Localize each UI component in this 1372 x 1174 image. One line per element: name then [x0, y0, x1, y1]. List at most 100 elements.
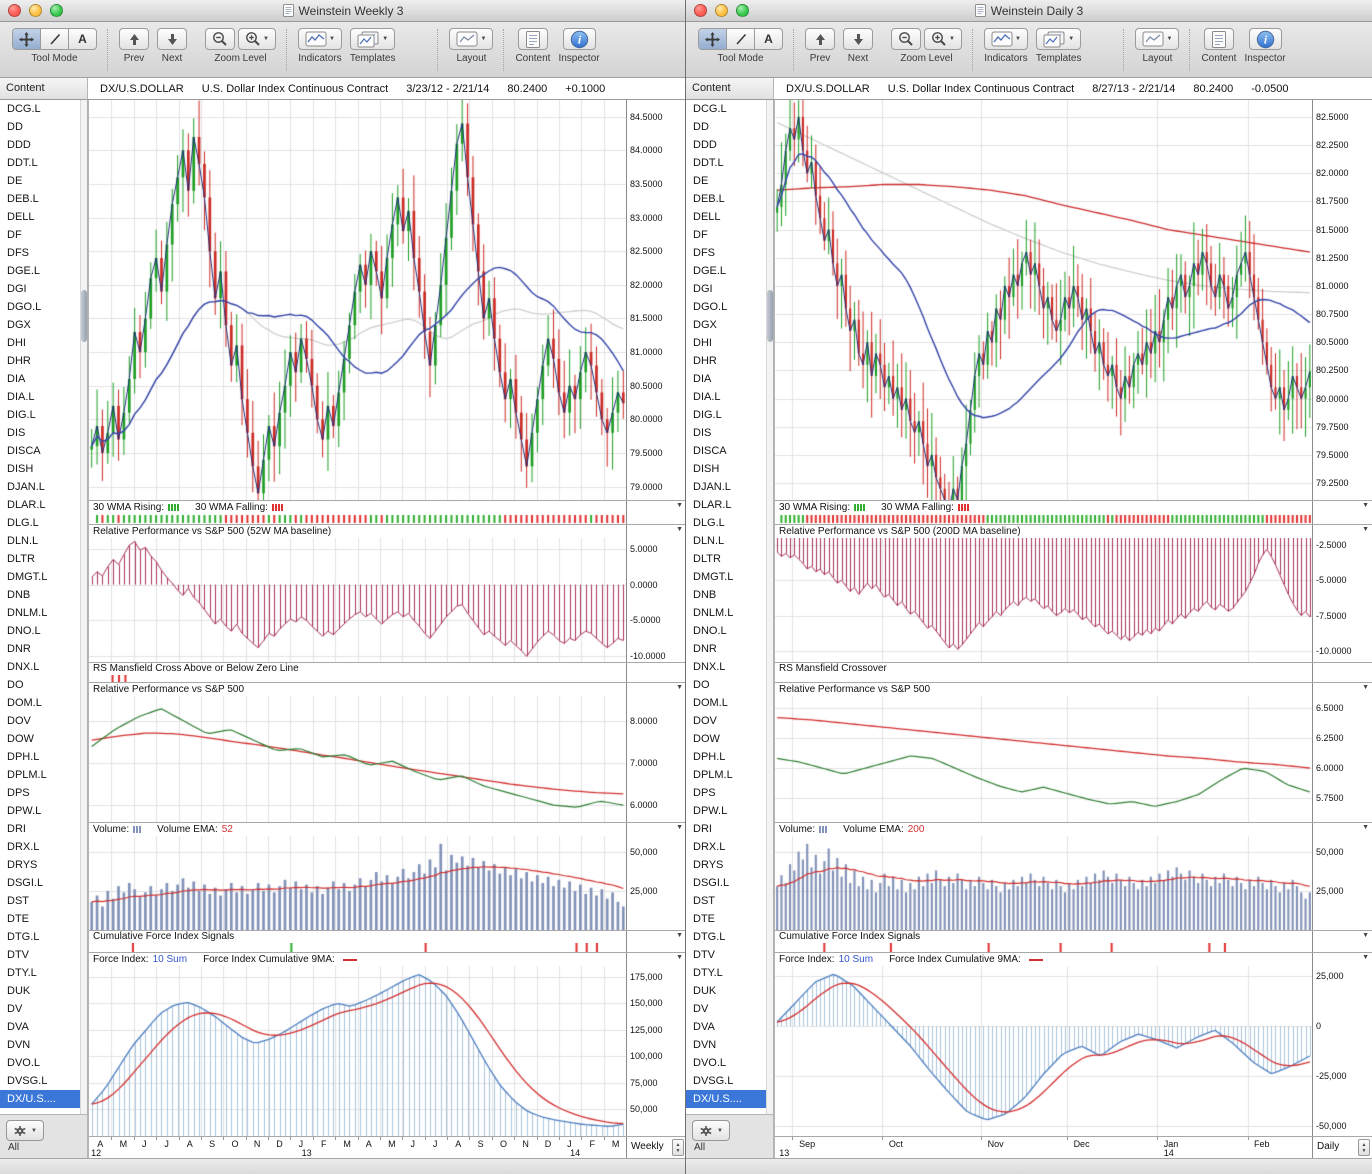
- sidebar-item[interactable]: DNX.L: [693, 661, 726, 673]
- minimize-button[interactable]: [715, 4, 728, 17]
- sidebar-item[interactable]: DIG.L: [693, 409, 722, 421]
- mansfield-ticks-canvas[interactable]: [775, 675, 1312, 682]
- sidebar-item[interactable]: DRYS: [7, 859, 38, 871]
- sidebar-item[interactable]: DUK: [7, 985, 31, 997]
- sidebar-item[interactable]: DVN: [693, 1039, 717, 1051]
- sidebar-item[interactable]: DEB.L: [7, 193, 39, 205]
- sidebar-item[interactable]: DE: [7, 175, 23, 187]
- sidebar-item[interactable]: DEB.L: [693, 193, 725, 205]
- periodicity-stepper[interactable]: ▲ ▼: [1358, 1139, 1370, 1156]
- sidebar-item[interactable]: DISH: [7, 463, 34, 475]
- horizontal-scrollbar[interactable]: [686, 1158, 1372, 1174]
- sidebar-item[interactable]: DRX.L: [693, 841, 726, 853]
- sidebar-item[interactable]: DPLM.L: [7, 769, 47, 781]
- sidebar-item[interactable]: DF: [693, 229, 708, 241]
- panel-disclosure-icon[interactable]: ▼: [1362, 684, 1369, 691]
- scrollbar-thumb[interactable]: [81, 290, 87, 342]
- zoom-out-button[interactable]: [891, 28, 921, 50]
- sidebar-item[interactable]: DX/U.S....: [686, 1090, 766, 1108]
- layout-button[interactable]: ▼: [1135, 28, 1180, 50]
- sidebar-item[interactable]: DCG.L: [7, 103, 41, 115]
- sidebar-item[interactable]: DELL: [7, 211, 35, 223]
- sidebar-item[interactable]: DE: [693, 175, 709, 187]
- next-button[interactable]: [157, 28, 187, 50]
- sidebar-item[interactable]: DLTR: [693, 553, 721, 565]
- zoom-in-button[interactable]: ▼: [924, 28, 962, 50]
- sidebar-item[interactable]: DLAR.L: [693, 499, 732, 511]
- sidebar-item[interactable]: DNLM.L: [7, 607, 48, 619]
- sidebar-item[interactable]: DST: [693, 895, 715, 907]
- mansfield-ticks-canvas[interactable]: [89, 675, 626, 682]
- sidebar-item[interactable]: DSGI.L: [693, 877, 730, 889]
- layout-button[interactable]: ▼: [449, 28, 494, 50]
- sidebar-item[interactable]: DRI: [7, 823, 26, 835]
- sidebar-item[interactable]: DIG.L: [7, 409, 36, 421]
- sidebar-item[interactable]: DFS: [693, 247, 715, 259]
- window-titlebar[interactable]: Weinstein Weekly 3: [0, 0, 686, 22]
- panel-disclosure-icon[interactable]: ▼: [1362, 954, 1369, 961]
- sidebar-item[interactable]: DF: [7, 229, 22, 241]
- sidebar-item[interactable]: DELL: [693, 211, 721, 223]
- sidebar-item[interactable]: DMGT.L: [693, 571, 734, 583]
- indicators-button[interactable]: ▼: [297, 28, 342, 50]
- close-button[interactable]: [8, 4, 21, 17]
- panel-disclosure-icon[interactable]: ▼: [676, 954, 683, 961]
- panel-disclosure-icon[interactable]: ▼: [676, 932, 683, 939]
- zoom-out-button[interactable]: [205, 28, 235, 50]
- force-index-canvas[interactable]: [89, 966, 626, 1136]
- sidebar-item[interactable]: DTV: [7, 949, 29, 961]
- wma-ticks-canvas[interactable]: [89, 514, 626, 524]
- sidebar-item[interactable]: DGI: [7, 283, 27, 295]
- sidebar-item[interactable]: DLG.L: [7, 517, 39, 529]
- sidebar-item[interactable]: DISCA: [693, 445, 727, 457]
- scrollbar-thumb[interactable]: [767, 290, 773, 342]
- sidebar-item[interactable]: DDD: [693, 139, 717, 151]
- sidebar-item[interactable]: DOM.L: [7, 697, 42, 709]
- price-chart-canvas[interactable]: [89, 100, 626, 500]
- sidebar-item[interactable]: DJAN.L: [7, 481, 45, 493]
- sidebar-item[interactable]: DHI: [693, 337, 712, 349]
- panel-disclosure-icon[interactable]: ▼: [676, 824, 683, 831]
- sidebar-scrollbar[interactable]: [766, 100, 774, 1114]
- templates-button[interactable]: ▼: [1036, 28, 1082, 50]
- sidebar-item[interactable]: DHR: [693, 355, 717, 367]
- minimize-button[interactable]: [29, 4, 42, 17]
- inspector-button[interactable]: i: [562, 28, 596, 50]
- sidebar-item[interactable]: DLG.L: [693, 517, 725, 529]
- prev-button[interactable]: [119, 28, 149, 50]
- window-titlebar[interactable]: Weinstein Daily 3: [686, 0, 1372, 22]
- sidebar-item[interactable]: DJAN.L: [693, 481, 731, 493]
- sidebar-item[interactable]: DVA: [693, 1021, 715, 1033]
- zoom-window-button[interactable]: [50, 4, 63, 17]
- panel-disclosure-icon[interactable]: ▼: [1362, 526, 1369, 533]
- panel-disclosure-icon[interactable]: ▼: [1362, 932, 1369, 939]
- panel-disclosure-icon[interactable]: ▼: [1362, 824, 1369, 831]
- sidebar-item[interactable]: DTV: [693, 949, 715, 961]
- sidebar-item[interactable]: DRYS: [693, 859, 724, 871]
- sidebar-item[interactable]: DDT.L: [693, 157, 724, 169]
- sidebar-item[interactable]: DIS: [7, 427, 26, 439]
- sidebar-item[interactable]: DNB: [7, 589, 31, 601]
- rp-histogram-canvas[interactable]: [775, 538, 1312, 662]
- action-menu-button[interactable]: ▼: [692, 1120, 730, 1141]
- prev-button[interactable]: [805, 28, 835, 50]
- text-tool-button[interactable]: A: [68, 29, 96, 49]
- sidebar-item[interactable]: DRX.L: [7, 841, 40, 853]
- sidebar-item[interactable]: DIA.L: [7, 391, 35, 403]
- sidebar-item[interactable]: DPS: [7, 787, 30, 799]
- rp-histogram-canvas[interactable]: [89, 538, 626, 662]
- cfi-ticks-canvas[interactable]: [775, 943, 1312, 952]
- sidebar-item[interactable]: DPH.L: [693, 751, 726, 763]
- panel-disclosure-icon[interactable]: ▼: [676, 526, 683, 533]
- sidebar-item[interactable]: DOV: [693, 715, 717, 727]
- sidebar-item[interactable]: DTG.L: [693, 931, 726, 943]
- sidebar-item[interactable]: DNLM.L: [693, 607, 734, 619]
- sidebar-item[interactable]: DO: [693, 679, 710, 691]
- force-index-canvas[interactable]: [775, 966, 1312, 1136]
- sidebar-item[interactable]: DGI: [693, 283, 713, 295]
- action-menu-button[interactable]: ▼: [6, 1120, 44, 1141]
- zoom-window-button[interactable]: [736, 4, 749, 17]
- sidebar-item[interactable]: DOM.L: [693, 697, 728, 709]
- sidebar-item[interactable]: DVA: [7, 1021, 29, 1033]
- sidebar-item[interactable]: DGO.L: [693, 301, 728, 313]
